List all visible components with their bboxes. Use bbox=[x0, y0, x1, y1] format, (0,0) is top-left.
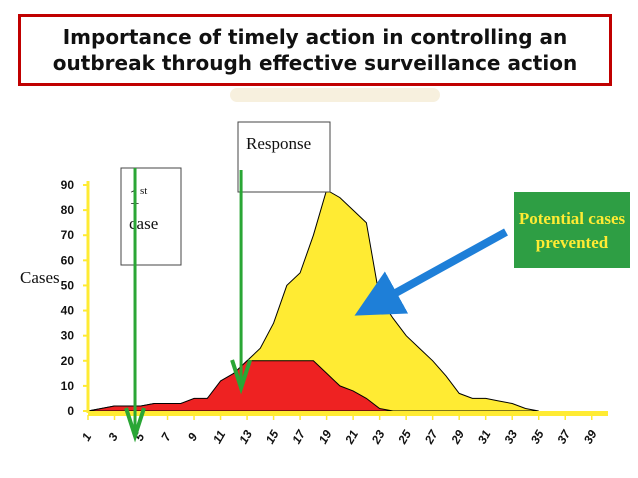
y-tick-label: 0 bbox=[67, 404, 74, 418]
y-tick-label: 70 bbox=[61, 228, 75, 242]
x-tick-label: 17 bbox=[289, 427, 308, 447]
x-tick-label: 15 bbox=[263, 427, 282, 446]
x-tick-label: 13 bbox=[236, 427, 255, 446]
first-case-box bbox=[120, 167, 182, 266]
x-tick-label: 39 bbox=[581, 427, 600, 446]
x-tick-label: 21 bbox=[342, 427, 361, 447]
first-case-label-2: case bbox=[129, 214, 158, 233]
response-box bbox=[237, 121, 331, 193]
y-tick-label: 50 bbox=[61, 278, 75, 292]
x-tick-label: 29 bbox=[448, 427, 467, 447]
x-tick-label: 3 bbox=[105, 430, 121, 443]
background-watermark bbox=[230, 88, 440, 102]
x-tick-label: 9 bbox=[185, 430, 201, 443]
y-tick-label: 10 bbox=[61, 379, 75, 393]
title-box: Importance of timely action in controlli… bbox=[18, 14, 612, 86]
x-tick-label: 19 bbox=[316, 427, 335, 446]
slide-title: Importance of timely action in controlli… bbox=[52, 25, 578, 75]
first-case-arrow-head bbox=[124, 407, 146, 443]
x-tick-label: 27 bbox=[421, 427, 441, 448]
response-arrow-head bbox=[230, 359, 252, 395]
marker-arrows bbox=[124, 168, 252, 443]
y-tick-label: 30 bbox=[61, 329, 75, 343]
prevented-arrow bbox=[354, 228, 508, 316]
y-tick-label: 60 bbox=[61, 253, 75, 267]
x-tick-label: 31 bbox=[475, 427, 494, 446]
y-tick-label: 80 bbox=[61, 203, 75, 217]
x-tick-label: 37 bbox=[554, 427, 573, 447]
y-tick-label: 20 bbox=[61, 354, 75, 368]
x-tick-label: 11 bbox=[210, 428, 229, 446]
response-label: Response bbox=[246, 134, 311, 153]
y-tick-label: 90 bbox=[61, 178, 75, 192]
prevented-label-2: prevented bbox=[536, 233, 609, 252]
x-tick-label: 25 bbox=[395, 427, 414, 447]
x-tick-label: 33 bbox=[501, 427, 520, 446]
x-tick-label: 1 bbox=[79, 430, 95, 443]
x-tick-label: 7 bbox=[158, 429, 174, 443]
x-tick-label: 35 bbox=[528, 427, 547, 446]
axes: 0 10 20 30 40 50 60 70 80 90 1 3 5 7 9 11 13 15 17 19 21 23 25… bbox=[61, 178, 608, 447]
x-axis-line bbox=[88, 411, 608, 416]
y-tick-label: 40 bbox=[61, 304, 75, 318]
first-case-sup: st bbox=[140, 185, 147, 197]
prevented-box bbox=[514, 192, 630, 268]
prevented-label-1: Potential cases bbox=[519, 209, 626, 228]
y-axis-label: Cases bbox=[20, 268, 60, 287]
x-tick-label: 23 bbox=[368, 427, 387, 447]
